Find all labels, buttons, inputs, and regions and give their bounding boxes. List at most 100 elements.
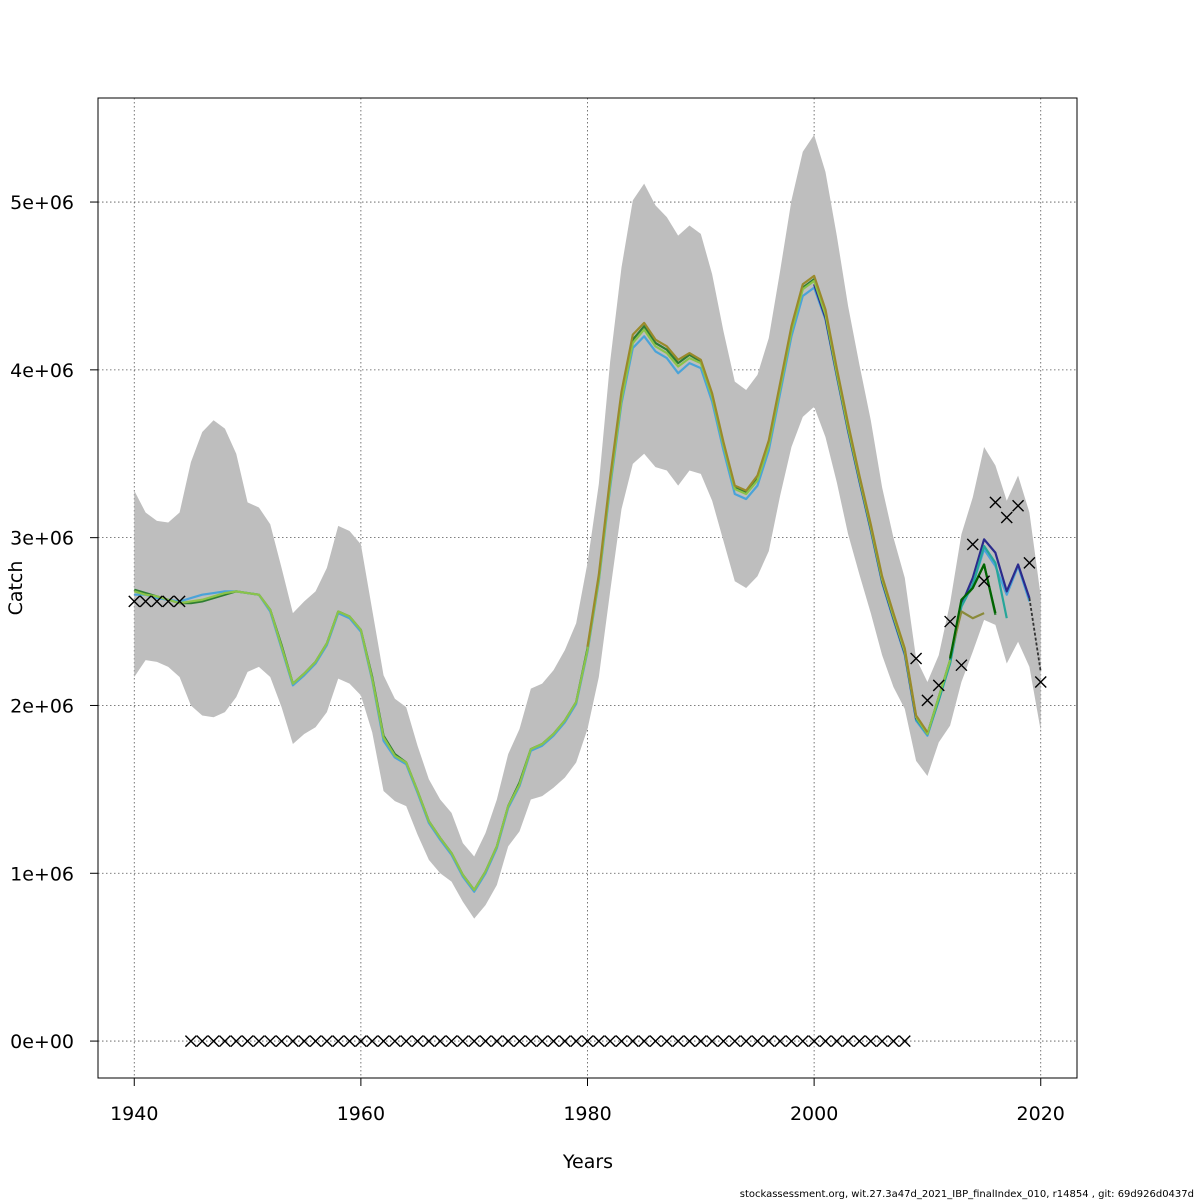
observation-marker	[490, 1035, 503, 1048]
observation-marker	[230, 1035, 243, 1048]
series-line-9	[1028, 597, 1042, 673]
observation-marker	[740, 1035, 753, 1048]
observation-marker	[728, 1035, 741, 1048]
series-line-8	[586, 274, 929, 733]
x-axis: 1940 1960 1980 2000 2020	[110, 1078, 1065, 1125]
observation-marker	[173, 595, 186, 608]
observation-marker	[468, 1035, 481, 1048]
confidence-band	[134, 134, 1041, 919]
observation-marker	[298, 1035, 311, 1048]
series-line-7	[133, 279, 952, 892]
observation-marker	[978, 575, 991, 588]
observation-marker	[683, 1035, 696, 1048]
observation-marker	[966, 538, 979, 551]
observation-marker	[785, 1035, 798, 1048]
observation-marker	[1000, 511, 1013, 524]
observation-marker	[887, 1035, 900, 1048]
observation-marker	[388, 1035, 401, 1048]
observation-marker	[717, 1035, 730, 1048]
observation-marker	[536, 1035, 549, 1048]
observation-marker	[1012, 499, 1025, 512]
observation-marker	[264, 1035, 277, 1048]
observation-marker	[615, 1035, 628, 1048]
observation-marker	[445, 1035, 458, 1048]
observation-marker	[524, 1035, 537, 1048]
observation-marker	[706, 1035, 719, 1048]
confidence-band-area	[134, 134, 1041, 919]
observation-marker	[672, 1035, 685, 1048]
y-tick-label: 5e+06	[10, 192, 74, 214]
observation-marker	[354, 1035, 367, 1048]
observation-marker	[377, 1035, 390, 1048]
observation-marker	[570, 1035, 583, 1048]
observation-marker	[955, 659, 968, 672]
observation-marker	[343, 1035, 356, 1048]
observation-marker	[162, 595, 175, 608]
series-lines	[133, 274, 1042, 893]
observation-marker	[366, 1035, 379, 1048]
y-axis-title: Catch	[5, 561, 27, 616]
observation-marker	[592, 1035, 605, 1048]
observation-marker	[479, 1035, 492, 1048]
observation-marker	[910, 652, 923, 665]
observation-marker	[184, 1035, 197, 1048]
y-tick-label: 1e+06	[10, 863, 74, 885]
observation-marker	[751, 1035, 764, 1048]
observation-marker	[207, 1035, 220, 1048]
observation-marker	[581, 1035, 594, 1048]
y-tick-label: 2e+06	[10, 695, 74, 717]
observation-marker	[150, 595, 163, 608]
observation-marker	[456, 1035, 469, 1048]
observation-marker	[1023, 556, 1036, 569]
observation-marker	[422, 1035, 435, 1048]
observation-marker	[604, 1035, 617, 1048]
observation-marker	[694, 1035, 707, 1048]
observation-marker	[252, 1035, 265, 1048]
observation-marker	[842, 1035, 855, 1048]
observation-marker	[808, 1035, 821, 1048]
y-tick-label: 3e+06	[10, 528, 74, 550]
series-line-6	[949, 563, 997, 659]
observation-marker	[876, 1035, 889, 1048]
observation-marker	[898, 1035, 911, 1048]
footer-caption: stockassessment.org, wit.27.3a47d_2021_I…	[740, 1189, 1194, 1200]
observation-marker	[796, 1035, 809, 1048]
observation-marker	[139, 595, 152, 608]
observation-marker	[660, 1035, 673, 1048]
observation-marker	[932, 679, 945, 692]
observation-marker	[275, 1035, 288, 1048]
observation-marker	[400, 1035, 413, 1048]
observation-marker	[1034, 675, 1047, 688]
observation-marker	[411, 1035, 424, 1048]
observation-marker	[638, 1035, 651, 1048]
observation-marker	[241, 1035, 254, 1048]
y-tick-label: 0e+00	[10, 1031, 74, 1053]
observation-marker	[502, 1035, 515, 1048]
observation-marker	[864, 1035, 877, 1048]
y-tick-label: 4e+06	[10, 360, 74, 382]
observation-marker	[649, 1035, 662, 1048]
x-axis-title: Years	[562, 1151, 613, 1173]
x-tick-label: 1980	[563, 1103, 611, 1125]
observation-marker	[819, 1035, 832, 1048]
observation-marker	[434, 1035, 447, 1048]
observation-marker	[218, 1035, 231, 1048]
observation-marker	[558, 1035, 571, 1048]
observation-marker	[762, 1035, 775, 1048]
observation-marker	[989, 496, 1002, 509]
observation-marker	[830, 1035, 843, 1048]
observation-marker	[921, 694, 934, 707]
y-axis: 0e+00 1e+06 2e+06 3e+06 4e+06 5e+06	[10, 192, 98, 1053]
observation-marker	[286, 1035, 299, 1048]
observation-marker	[547, 1035, 560, 1048]
x-tick-label: 1960	[337, 1103, 385, 1125]
observation-marker	[513, 1035, 526, 1048]
x-tick-label: 1940	[110, 1103, 158, 1125]
observation-marker	[626, 1035, 639, 1048]
observation-marker	[332, 1035, 345, 1048]
observation-marker	[944, 615, 957, 628]
observation-markers	[128, 496, 1047, 1048]
observation-marker	[774, 1035, 787, 1048]
x-tick-label: 2020	[1017, 1103, 1065, 1125]
